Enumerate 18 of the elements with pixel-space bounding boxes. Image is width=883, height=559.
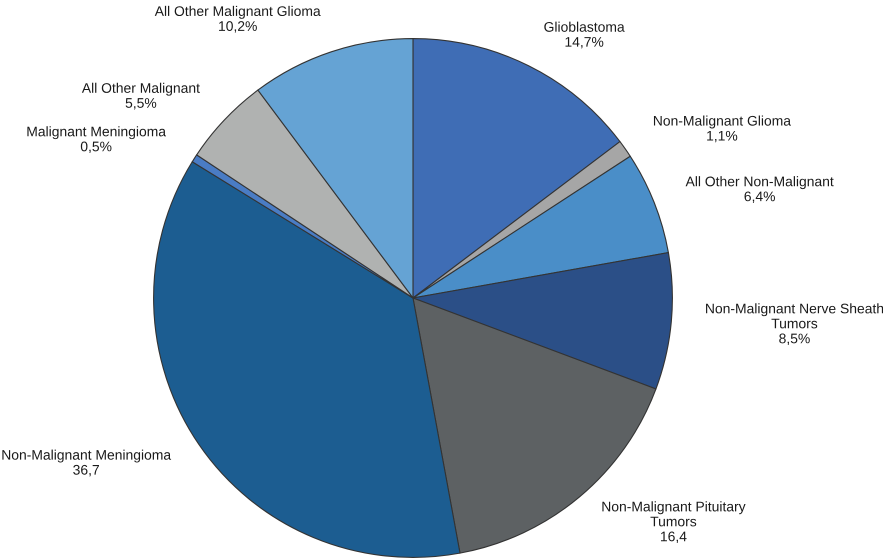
slice-label: Glioblastoma bbox=[544, 22, 625, 32]
data-label: 1,1% bbox=[707, 130, 738, 142]
data-label: 14,7% bbox=[566, 37, 604, 48]
slice-label: Non-Malignant Glioma bbox=[654, 115, 791, 128]
slice-label: All Other Malignant bbox=[82, 82, 200, 96]
data-label: 36,7 bbox=[73, 464, 99, 476]
data-label: 0,5% bbox=[80, 142, 112, 154]
data-label: 8,5% bbox=[779, 334, 810, 345]
slice-label: Non-Malignant Nerve Sheath Tumors bbox=[706, 303, 883, 328]
data-label: 16,4 bbox=[660, 532, 687, 544]
slice-label: Non-Malignant Meningioma bbox=[2, 450, 172, 463]
data-label: 5,5% bbox=[126, 98, 156, 110]
slice-label: All Other Non-Malignant bbox=[686, 176, 834, 190]
slice-label: All Other Malignant Glioma bbox=[154, 6, 321, 19]
slice-label: Malignant Meningioma bbox=[27, 126, 166, 140]
slice-label: Non-Malignant Pituitary Tumors bbox=[602, 501, 746, 526]
data-label: 6,4% bbox=[744, 191, 775, 203]
data-label: 10,2% bbox=[219, 21, 257, 33]
